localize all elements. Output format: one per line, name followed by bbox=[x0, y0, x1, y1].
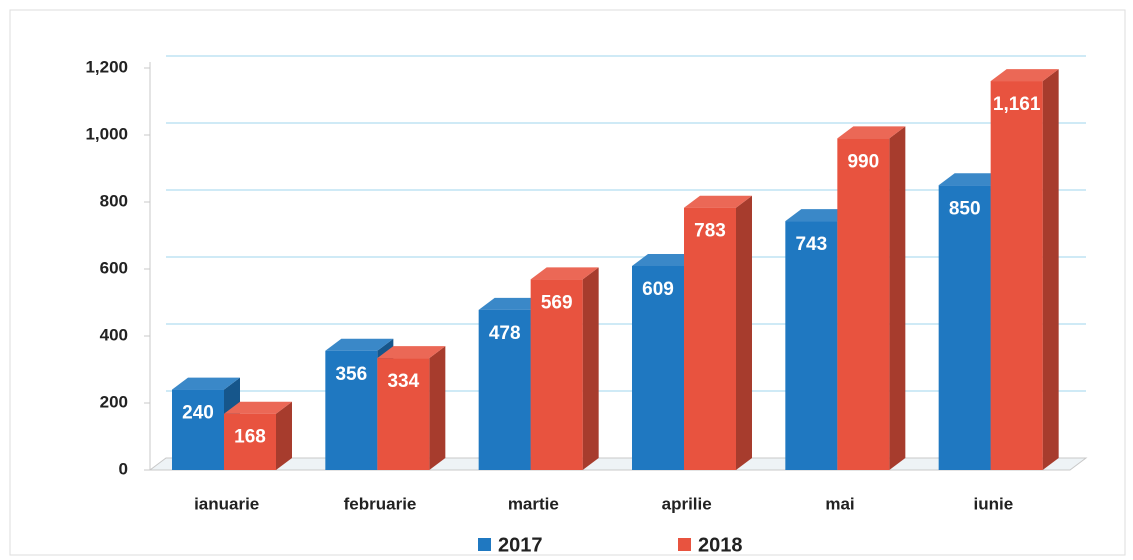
bar bbox=[632, 265, 684, 470]
data-label: 478 bbox=[489, 323, 521, 344]
data-label: 1,161 bbox=[993, 94, 1041, 115]
bar-side bbox=[736, 195, 752, 470]
legend-swatch bbox=[478, 538, 491, 551]
data-label: 743 bbox=[795, 234, 827, 255]
bar bbox=[172, 389, 224, 470]
bar-top bbox=[478, 297, 547, 310]
data-label: 240 bbox=[182, 403, 214, 424]
bar-top bbox=[938, 173, 1007, 186]
data-label: 990 bbox=[847, 151, 879, 172]
x-tick-label: februarie bbox=[344, 494, 417, 513]
bar-top bbox=[325, 338, 394, 351]
data-label: 850 bbox=[949, 198, 981, 219]
data-label: 334 bbox=[387, 371, 419, 392]
bar bbox=[990, 81, 1043, 470]
bar-top bbox=[172, 377, 240, 390]
x-tick-label: mai bbox=[825, 494, 854, 513]
data-label: 356 bbox=[335, 364, 367, 385]
bar-top bbox=[785, 209, 854, 222]
x-tick-label: martie bbox=[508, 494, 559, 513]
y-tick-label: 200 bbox=[100, 392, 128, 411]
data-label: 609 bbox=[642, 279, 674, 300]
bar bbox=[684, 207, 736, 470]
data-label: 168 bbox=[234, 427, 266, 448]
bar bbox=[837, 138, 890, 470]
y-tick-label: 600 bbox=[100, 258, 128, 277]
bar bbox=[478, 309, 531, 470]
data-label: 569 bbox=[541, 292, 573, 313]
bar-top bbox=[632, 253, 700, 266]
bar bbox=[530, 279, 583, 470]
x-tick-label: iunie bbox=[973, 494, 1013, 513]
bar-side bbox=[582, 267, 599, 470]
y-tick-label: 1,000 bbox=[85, 124, 128, 143]
y-tick-label: 400 bbox=[100, 325, 128, 344]
legend-label: 2017 bbox=[498, 534, 543, 556]
y-tick-label: 800 bbox=[100, 191, 128, 210]
bar-top bbox=[684, 195, 752, 208]
x-tick-label: ianuarie bbox=[194, 494, 259, 513]
bar-top bbox=[377, 346, 446, 359]
bar bbox=[325, 350, 378, 470]
bar bbox=[785, 221, 838, 470]
legend-swatch bbox=[678, 538, 691, 551]
bar-top bbox=[530, 267, 599, 280]
data-label: 783 bbox=[694, 221, 726, 242]
bar-side bbox=[429, 346, 446, 470]
x-tick-label: aprilie bbox=[662, 494, 712, 513]
bar bbox=[377, 358, 430, 470]
bar bbox=[224, 413, 276, 470]
bar-top bbox=[837, 126, 906, 139]
y-tick-label: 0 bbox=[119, 459, 128, 478]
y-tick-label: 1,200 bbox=[85, 57, 128, 76]
legend-label: 2018 bbox=[698, 534, 743, 556]
bar-top bbox=[224, 401, 292, 414]
bar-top bbox=[990, 69, 1059, 82]
bar-side bbox=[1042, 69, 1059, 470]
bar bbox=[938, 185, 991, 470]
bar-side bbox=[889, 126, 906, 470]
bar-side bbox=[276, 401, 292, 470]
